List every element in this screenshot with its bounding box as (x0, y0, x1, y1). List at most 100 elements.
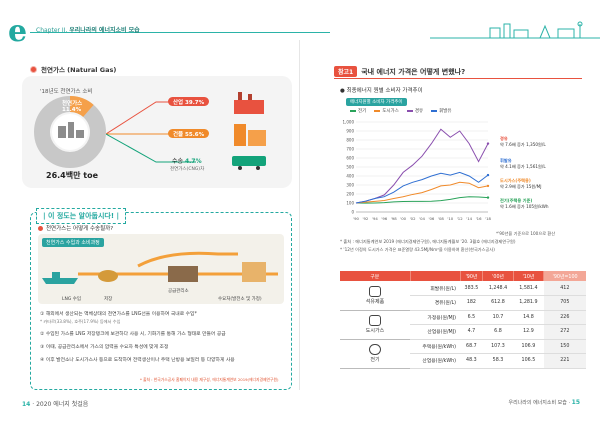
series-line-전기 (355, 196, 489, 204)
chart-legend: 전기 도시가스 경유 휘발유 (350, 108, 452, 114)
usage-industry-label: 산업 (173, 100, 184, 106)
question-bullet-icon (38, 225, 43, 231)
series-note-electricity-name: 전기(주택용 기준) (500, 198, 533, 203)
page-gutter (299, 40, 300, 390)
series-note-citygas-text: 약 2.9배 증가 15원/MJ (500, 183, 542, 189)
tip-question-text: 천연가스는 어떻게 수송될까? (46, 226, 114, 232)
reference-title: 국내 에너지 가격은 어떻게 변했나? (361, 67, 466, 76)
flow-tab: 천연가스 수입과 소비과정 (42, 238, 104, 247)
section-title-natural-gas: 천연가스 (Natural Gas) (30, 64, 116, 74)
cell-2000: 6.8 (482, 324, 514, 340)
cell-1990: 48.3 (460, 353, 483, 369)
lng-ship-icon (42, 272, 78, 284)
th-unit (409, 271, 460, 281)
x-tick-label: '18 (485, 216, 491, 221)
flow-label-consumer: 수요처(발전소 및 가정) (218, 297, 262, 302)
chart-note-conversion: * '12년 이정의 도시가스 가격은 표준열량 43.5MJ/Nm³을 이용하… (340, 247, 495, 252)
chapter-title: Chapter II. 우리나라의 에너지소비 모습 (36, 25, 140, 34)
note-4: ④ 이후 발전소나 도시가스사 등으로 도착하여 전력생산이나 주택 난방용 보… (40, 358, 235, 363)
cell-2010: 106.9 (513, 339, 544, 354)
legend-label-diesel: 경유 (414, 109, 424, 114)
category-citygas: 도시가스 (340, 310, 410, 340)
x-tick-label: '08 (438, 216, 444, 221)
series-note-electricity: 전기(주택용 기준) 약 1.6배 증가 105원/kWh (500, 198, 549, 209)
reference-header: 참고1 국내 에너지 가격은 어떻게 변했나? (334, 66, 465, 77)
cell-1990: 6.5 (460, 310, 483, 325)
legend-item-citygas: 도시가스 (374, 108, 399, 114)
cell-2010: 1,581.4 (513, 281, 544, 296)
chapter-header: e Chapter II. 우리나라의 에너지소비 모습 (0, 14, 600, 49)
x-tick-label: '10 (447, 216, 453, 221)
tip-box (30, 212, 292, 390)
series-end-point (486, 196, 490, 199)
x-tick-label: '00 (400, 216, 406, 221)
footer-right: 우리나라의 에너지소비 모습 · 15 (508, 399, 580, 406)
series-note-citygas-name: 도시가스(주택용) (500, 178, 531, 183)
x-tick-label: '16 (476, 216, 482, 221)
chart-note-source: * 출처 : 에너지통계연보 2019 (에너지경제연구원), 에너지통계월보 … (340, 239, 516, 244)
x-tick-label: '06 (428, 216, 434, 221)
cell-unit: 휘발유(원/L) (410, 281, 460, 296)
supply-station-icon (168, 266, 198, 282)
category-petroleum-label: 석유제품 (365, 298, 385, 305)
category-petroleum: 석유제품 (340, 281, 410, 311)
usage-transport: 수송 4.7% (172, 156, 202, 165)
table-row: 산업용(원/MJ) 4.7 6.8 12.9 272 (340, 324, 586, 340)
price-table: 구분 '90년 '00년 '10년 '90년=100 석유제품 휘발유(원/L)… (340, 271, 586, 369)
cell-2010: 12.9 (513, 324, 544, 340)
note-2: ② 수입된 가스를 LNG 저장탱크에 보관하다 사용 시, 기화기를 통해 가… (40, 332, 226, 337)
usage-icons (232, 92, 266, 170)
x-tick-label: '12 (457, 216, 463, 221)
y-tick-label: 600 (346, 156, 354, 161)
series-note-gasoline-text: 약 4.1배 증가 1,561원/L (500, 163, 546, 169)
tip-title: | 이 정도는 알아둡시다! | (36, 208, 127, 224)
flow-label-storage: 저장 (104, 297, 113, 302)
chapter-name: 우리나라의 에너지소비 모습 (69, 27, 140, 34)
gas-plant-icon (58, 122, 84, 138)
x-tick-label: '04 (419, 216, 425, 221)
legend-item-diesel: 경유 (406, 108, 424, 114)
th-2000: '00년 (482, 271, 514, 281)
chart-subtitle: ● 최종에너지 원별 소비자 가격추이 (340, 88, 423, 94)
donut-total: 26.4백만 toe (46, 171, 98, 180)
factory-icon (234, 92, 264, 114)
table-row: 도시가스 가정용(원/MJ) 6.5 10.7 14.8 226 (340, 310, 586, 340)
category-citygas-label: 도시가스 (365, 328, 385, 334)
cell-2000: 107.3 (482, 339, 514, 354)
table-header-row: 구분 '90년 '00년 '10년 '90년=100 (340, 271, 586, 281)
y-tick-label: 900 (346, 129, 354, 134)
cell-index: 226 (543, 310, 586, 325)
table-row: 산업용(원/kWh) 48.3 58.3 106.5 221 (340, 353, 586, 369)
chart-tab: 에너지원별 소비자 가격추이 (346, 98, 407, 106)
legend-item-electricity: 전기 (350, 108, 366, 114)
skyline-illustration-icon (430, 21, 600, 39)
y-tick-label: 400 (346, 174, 354, 179)
cell-2010: 106.5 (513, 353, 544, 369)
usage-building: 건물 55.6% (168, 129, 210, 138)
legend-item-gasoline: 휘발유 (431, 108, 452, 114)
chart-note-base: *'90년을 기준으로 100으로 환산 (496, 231, 556, 236)
cell-1990: 383.5 (460, 281, 483, 296)
cell-unit: 산업용(원/kWh) (410, 353, 460, 369)
series-note-gasoline-name: 휘발유 (500, 158, 512, 163)
chapter-divider (30, 32, 330, 33)
series-note-diesel: 경유 약 7.6배 증가 1,350원/L (500, 136, 546, 147)
price-line-chart: 0 100 200 300 400 500 600 700 800 900 1,000 '90'92 '… (343, 120, 492, 222)
y-tick-label: 500 (346, 165, 354, 170)
cell-2000: 10.7 (482, 310, 514, 325)
import-label: 천연가스 11.4% (62, 99, 82, 113)
note-1-sub: * 카타르(33.8%), 호주(17.9%) 등에서 수입 (40, 319, 121, 324)
note-1-text: ① 해외에서 생산되는 액체상태의 천연가스를 LNG선을 이용하여 국내로 수… (40, 312, 197, 317)
y-tick-label: 800 (346, 138, 354, 143)
chapter-logo-icon: e (8, 14, 28, 49)
th-1990: '90년 (459, 271, 483, 281)
table-row: 경유(원/L) 182 612.8 1,281.9 705 (340, 295, 586, 311)
y-tick-label: 200 (346, 192, 354, 197)
gas-flow-illustration (42, 251, 278, 284)
x-tick-label: '98 (391, 216, 397, 221)
legend-label-citygas: 도시가스 (382, 109, 399, 114)
note-3: ③ 이때, 공급관리소에서 가스의 압력을 수요자 특성에 맞게 조정 (40, 345, 169, 350)
x-tick-label: '14 (466, 216, 472, 221)
fuel-pump-icon (369, 285, 381, 297)
th-category: 구분 (340, 271, 410, 281)
